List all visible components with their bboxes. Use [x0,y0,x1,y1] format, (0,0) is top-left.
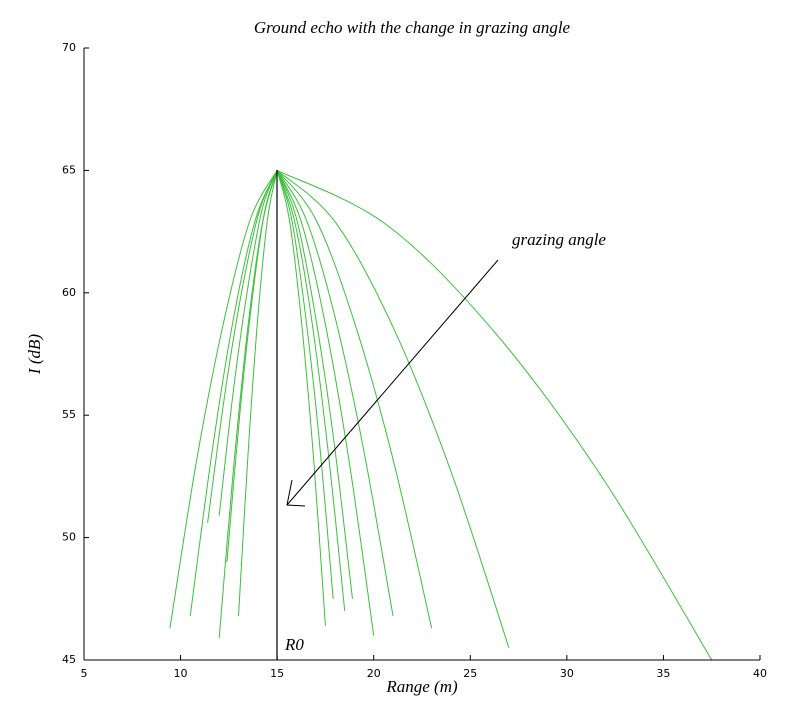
series-line [169,170,278,629]
chart-title: Ground echo with the change in grazing a… [254,18,571,37]
x-axis-label: Range (m) [385,677,458,696]
y-tick-label: 45 [62,653,76,666]
series-line [276,170,433,629]
y-tick-label: 50 [62,531,76,544]
series-line [276,170,375,636]
series-line [276,170,326,626]
x-tick-label: 5 [81,667,88,680]
x-tick-label: 10 [174,667,188,680]
series-line [218,170,278,516]
y-tick-label: 65 [62,163,76,176]
y-axis-label: I (dB) [25,334,44,375]
series-line [276,170,353,599]
x-tick-label: 15 [270,667,284,680]
series-line [276,170,346,612]
x-tick-label: 20 [367,667,381,680]
y-tick-label: 60 [62,286,76,299]
series-line [276,170,394,617]
annotation-arrow [286,259,499,506]
series-line [189,170,278,617]
plot-area [169,169,713,661]
series-line [276,169,713,661]
series-line [207,170,278,523]
x-tick-label: 40 [753,667,767,680]
y-tick-label: 70 [62,41,76,54]
x-tick-label: 25 [463,667,477,680]
annotation: grazing angle [512,230,606,249]
annotation: R0 [284,635,304,654]
series-line [276,170,334,599]
series-line [238,170,278,616]
x-tick-label: 35 [656,667,670,680]
arrow-head [286,479,306,507]
series-line [276,170,510,648]
y-tick-label: 55 [62,408,76,421]
series-line [226,170,278,563]
x-tick-label: 30 [560,667,574,680]
